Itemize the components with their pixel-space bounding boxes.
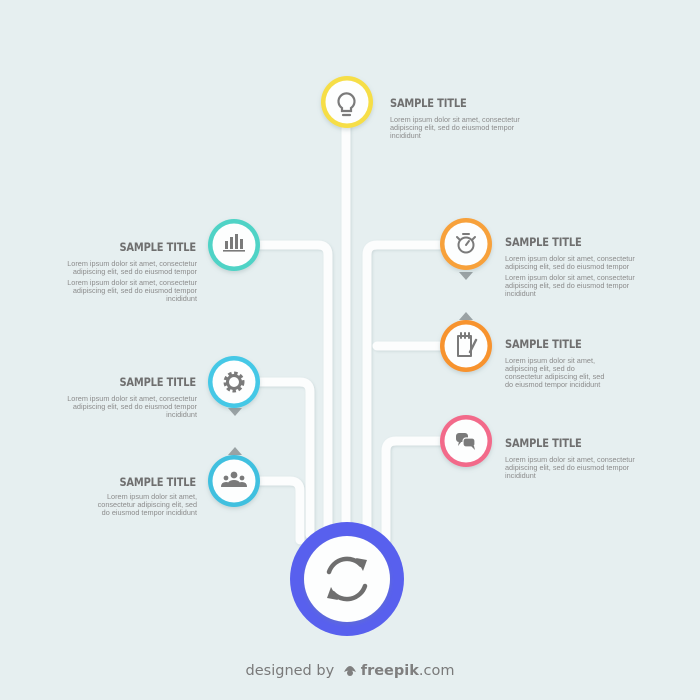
node-title-right-3: SAMPLE TITLE xyxy=(505,436,582,450)
footer-brand[interactable]: freepik xyxy=(360,663,419,679)
node-left-1 xyxy=(208,219,260,271)
node-desc-left-3: Lorem ipsum dolor sit amet, consectetur … xyxy=(55,492,197,518)
node-disc-right-2 xyxy=(444,324,488,368)
desc-line: Lorem ipsum dolor sit amet, xyxy=(505,356,596,365)
node-left-2 xyxy=(208,356,260,408)
pointer-left-3 xyxy=(228,447,242,455)
footer-suffix: .com xyxy=(418,663,455,679)
node-title-left-1: SAMPLE TITLE xyxy=(119,240,196,254)
connector-left-2 xyxy=(253,377,315,540)
desc-line: do eiusmod tempor incididunt xyxy=(505,380,601,390)
pointer-right-2 xyxy=(459,312,473,320)
hub xyxy=(290,522,404,636)
desc-line: incididunt xyxy=(166,294,197,304)
footer-credit: designed by freepik.com xyxy=(0,662,700,679)
desc-line: Lorem ipsum dolor sit amet, consectetur xyxy=(67,278,197,288)
node-title-right-1: SAMPLE TITLE xyxy=(505,235,582,249)
refresh-arrowhead-bottom xyxy=(327,587,338,600)
desc-line: Lorem ipsum dolor sit amet, consectetur xyxy=(505,254,635,263)
desc-line: incididunt xyxy=(390,131,421,141)
desc-line: adipiscing elit, sed do eiusmod tempor xyxy=(505,463,630,473)
node-disc-left-1 xyxy=(212,223,256,267)
bar-chart-icon xyxy=(223,234,245,252)
desc-line: adipiscing elit, sed do eiusmod tempor xyxy=(72,402,197,412)
desc-line: incididunt xyxy=(166,410,197,420)
desc-line: incididunt xyxy=(505,289,536,299)
chat-icon xyxy=(456,433,476,450)
refresh-cycle-icon xyxy=(326,556,368,602)
node-title-left-3: SAMPLE TITLE xyxy=(119,475,196,489)
desc-line: adipiscing elit, sed do eiusmod tempor xyxy=(390,123,515,133)
node-desc-left-2: Lorem ipsum dolor sit amet, consectetur … xyxy=(55,394,197,420)
hub-disc xyxy=(304,536,390,622)
refresh-arrowhead-top xyxy=(356,558,367,571)
desc-line: Lorem ipsum dolor sit amet, consectetur xyxy=(505,273,635,283)
notepad-icon xyxy=(457,332,478,357)
stopwatch-icon xyxy=(456,233,476,254)
gear-icon xyxy=(223,371,245,393)
connector-right-1 xyxy=(362,240,450,540)
node-disc-left-2 xyxy=(212,360,256,404)
pointer-left-2 xyxy=(228,408,242,416)
desc-line: adipiscing elit, sed do eiusmod tempor xyxy=(505,281,630,291)
node-desc-right-3: Lorem ipsum dolor sit amet, consectetur … xyxy=(505,455,647,481)
connector-lines xyxy=(253,115,450,545)
desc-line: incididunt xyxy=(505,471,536,481)
node-right-2 xyxy=(440,320,492,372)
node-top xyxy=(321,76,373,128)
desc-line: adipiscing elit, sed do eiusmod tempor xyxy=(72,267,197,277)
node-desc-right-2: Lorem ipsum dolor sit amet, adipiscing e… xyxy=(505,356,647,390)
connector-right-3 xyxy=(381,436,450,545)
desc-line: Lorem ipsum dolor sit amet, consectetur xyxy=(390,115,520,124)
node-title-right-2: SAMPLE TITLE xyxy=(505,337,582,351)
node-title-left-2: SAMPLE TITLE xyxy=(119,375,196,389)
desc-line: Lorem ipsum dolor sit amet, consectetur xyxy=(67,394,197,403)
desc-line: adipiscing elit, sed do eiusmod tempor xyxy=(72,286,197,296)
node-desc-top: Lorem ipsum dolor sit amet, consectetur … xyxy=(390,115,532,141)
pointer-right-1 xyxy=(459,272,473,280)
node-title-top: SAMPLE TITLE xyxy=(390,96,467,110)
connector-left-1 xyxy=(253,240,333,540)
desc-line: Lorem ipsum dolor sit amet, xyxy=(106,492,197,501)
desc-line: Lorem ipsum dolor sit amet, consectetur xyxy=(505,455,635,464)
desc-line: adipiscing elit, sed do eiusmod tempor xyxy=(505,262,630,272)
lightbulb-icon xyxy=(337,92,356,117)
freepik-logo-icon xyxy=(343,666,356,676)
desc-line: do eiusmod tempor incididunt xyxy=(101,508,197,518)
node-desc-right-1: Lorem ipsum dolor sit amet, consectetur … xyxy=(505,254,647,299)
users-icon xyxy=(221,471,247,487)
node-desc-left-1: Lorem ipsum dolor sit amet, consectetur … xyxy=(55,259,197,304)
footer-prefix: designed by xyxy=(245,663,335,679)
desc-line: adipiscing elit, sed do xyxy=(505,364,575,374)
desc-line: consectetur adipiscing elit, sed xyxy=(505,372,605,382)
connector-left-3 xyxy=(253,476,305,545)
desc-line: Lorem ipsum dolor sit amet, consectetur xyxy=(67,259,197,268)
desc-line: consectetur adipiscing elit, sed xyxy=(97,500,197,510)
node-disc-top xyxy=(325,80,369,124)
